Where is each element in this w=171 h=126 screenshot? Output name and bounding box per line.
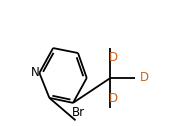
Text: D: D [109,51,118,64]
Text: D: D [140,71,149,84]
Text: N: N [31,67,39,80]
Text: Br: Br [71,106,85,119]
Text: D: D [109,92,118,105]
